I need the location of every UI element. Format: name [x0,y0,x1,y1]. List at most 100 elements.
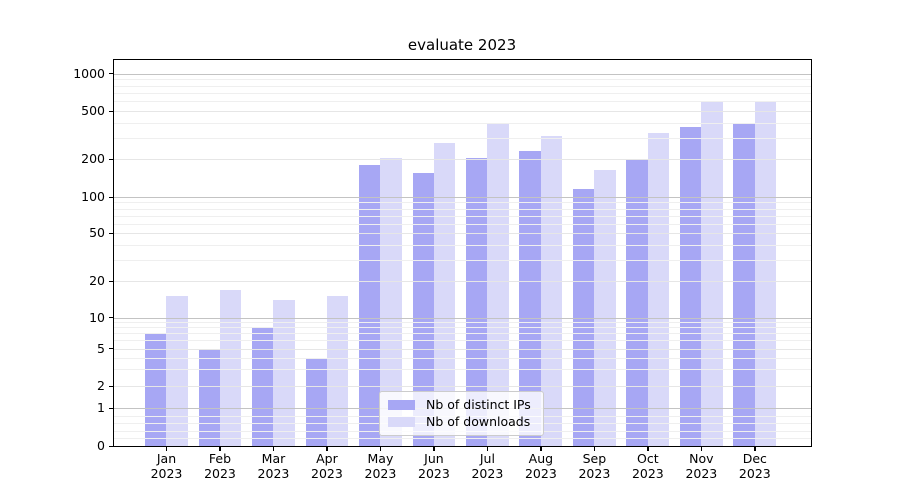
y-tick-label: 5 [97,340,105,356]
bar-distinct-ips-oct [626,160,648,446]
y-tick-mark [109,445,113,447]
minor-gridline [114,244,811,246]
bar-distinct-ips-jul [466,157,488,446]
bar-distinct-ips-may [359,164,381,446]
x-tick-year: 2023 [364,465,397,481]
x-tick-mark [272,447,275,451]
bar-downloads-may [380,157,402,446]
bar-distinct-ips-dec [733,122,755,446]
bar-distinct-ips-jun [412,172,434,446]
y-tick-label: 200 [81,151,105,166]
minor-gridline [114,259,811,261]
legend-label-downloads: Nb of downloads [426,414,531,429]
minor-gridline [114,79,811,81]
x-tick-month: Jan [156,451,177,466]
x-tick-mark [326,447,328,451]
x-tick-month: Nov [689,451,714,466]
chart-title: evaluate 2023 [407,36,517,54]
x-tick-mark [540,447,542,451]
x-tick-mark [700,447,703,451]
minor-gridline [114,85,811,87]
bar-downloads-oct [647,132,670,446]
x-tick-year: 2023 [204,465,236,481]
bar-downloads-nov [701,100,723,446]
x-tick-year: 2023 [631,465,664,481]
major-gridline [114,111,811,112]
x-tick-year: 2023 [685,465,718,481]
x-tick-label: Jan 2023 [134,451,198,481]
x-tick-label: Dec 2023 [723,451,787,481]
x-tick-label: Apr 2023 [295,451,359,481]
major-gridline [114,197,811,198]
x-tick-month: Jun [424,451,444,466]
y-tick-label: 0 [97,438,105,453]
legend-item-downloads: Nb of downloads [388,415,535,429]
minor-gridline [114,208,811,210]
y-tick-mark [109,232,113,234]
y-tick-label: 500 [81,103,105,118]
x-tick-mark [754,447,756,451]
legend-swatch-distinct-ips [388,400,415,410]
bar-distinct-ips-jan [145,333,167,446]
minor-gridline [114,340,811,342]
x-tick-label: Aug 2023 [509,451,573,481]
x-tick-month: Mar [261,451,286,466]
y-tick-mark [109,407,113,409]
major-gridline [114,317,811,319]
x-tick-year: 2023 [418,465,450,481]
x-tick-month: Sep [582,451,607,466]
x-tick-mark [379,447,382,451]
y-tick-label: 2 [97,378,105,393]
bar-downloads-dec [754,102,777,446]
y-tick-label: 100 [81,189,105,204]
x-tick-month: Dec [742,451,767,466]
x-tick-month: Oct [637,451,659,466]
minor-gridline [114,438,811,440]
minor-gridline [114,137,811,139]
x-tick-year: 2023 [738,465,771,481]
x-tick-mark [647,447,649,451]
minor-gridline [114,223,811,225]
y-tick-mark [109,348,113,350]
y-tick-mark [109,110,113,112]
major-gridline [114,348,811,350]
y-tick-mark [109,317,113,319]
x-tick-label: Oct 2023 [616,451,680,481]
y-tick-mark [109,73,113,75]
y-tick-mark [109,158,113,160]
x-tick-month: Aug [528,451,554,466]
bar-downloads-feb [219,289,242,446]
legend-swatch-downloads [388,417,415,427]
x-tick-month: May [367,451,394,466]
major-gridline [114,233,811,234]
major-gridline [114,281,811,282]
bar-distinct-ips-nov [679,127,702,446]
minor-gridline [114,202,811,204]
plot-area [113,59,812,447]
minor-gridline [114,215,811,217]
x-tick-month: Jul [479,451,495,466]
x-tick-label: Feb 2023 [188,451,252,481]
major-gridline [114,73,811,75]
y-tick-label: 1000 [73,65,105,81]
major-gridline [114,386,811,387]
x-tick-year: 2023 [257,465,290,481]
minor-gridline [114,92,811,94]
major-gridline [114,159,811,160]
minor-gridline [114,327,811,329]
x-tick-month: Feb [208,451,232,466]
x-tick-mark [593,447,596,451]
grid-layer [114,60,811,446]
legend: Nb of distinct IPs Nb of downloads [379,391,544,436]
x-tick-month: Apr [316,451,338,466]
x-tick-label: Sep 2023 [562,451,626,481]
x-tick-year: 2023 [311,465,343,481]
bar-downloads-mar [273,299,295,446]
bar-downloads-sep [594,169,616,446]
y-tick-label: 50 [89,225,105,240]
x-tick-mark [433,447,435,451]
x-tick-year: 2023 [524,465,557,481]
bar-downloads-aug [540,136,563,446]
x-tick-year: 2023 [471,465,504,481]
